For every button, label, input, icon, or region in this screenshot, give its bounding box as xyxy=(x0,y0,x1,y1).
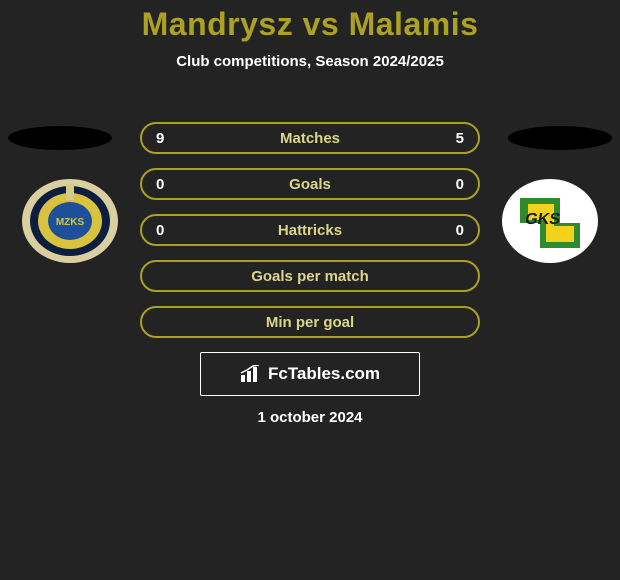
stat-label: Min per goal xyxy=(266,314,354,331)
page-title: Mandrysz vs Malamis xyxy=(0,6,620,43)
club-crest-icon: GKS xyxy=(500,178,600,264)
brand-box[interactable]: FcTables.com xyxy=(200,352,420,396)
stat-row-matches: 9 Matches 5 xyxy=(140,122,480,154)
stat-right-value: 5 xyxy=(444,130,464,147)
left-club-badge: MZKS xyxy=(20,178,120,264)
stat-row-goals-per-match: Goals per match xyxy=(140,260,480,292)
bar-chart-icon xyxy=(240,365,262,383)
right-club-badge: GKS xyxy=(500,178,600,264)
svg-text:MZKS: MZKS xyxy=(56,217,85,228)
badge-shadow-right xyxy=(508,126,612,150)
stat-label: Goals xyxy=(289,176,331,193)
stat-label: Goals per match xyxy=(251,268,369,285)
stat-left-value: 9 xyxy=(156,130,176,147)
stat-left-value: 0 xyxy=(156,222,176,239)
badge-shadow-left xyxy=(8,126,112,150)
svg-text:GKS: GKS xyxy=(524,210,562,228)
header: Mandrysz vs Malamis Club competitions, S… xyxy=(0,0,620,70)
stat-left-value: 0 xyxy=(156,176,176,193)
date-label: 1 october 2024 xyxy=(0,409,620,426)
brand-label: FcTables.com xyxy=(268,364,380,384)
stats-list: 9 Matches 5 0 Goals 0 0 Hattricks 0 Goal… xyxy=(140,122,480,338)
stat-row-hattricks: 0 Hattricks 0 xyxy=(140,214,480,246)
stat-right-value: 0 xyxy=(444,222,464,239)
stat-right-value: 0 xyxy=(444,176,464,193)
stat-row-goals: 0 Goals 0 xyxy=(140,168,480,200)
page-subtitle: Club competitions, Season 2024/2025 xyxy=(0,53,620,70)
stat-label: Matches xyxy=(280,130,340,147)
stat-label: Hattricks xyxy=(278,222,342,239)
stat-row-min-per-goal: Min per goal xyxy=(140,306,480,338)
club-crest-icon: MZKS xyxy=(20,178,120,264)
